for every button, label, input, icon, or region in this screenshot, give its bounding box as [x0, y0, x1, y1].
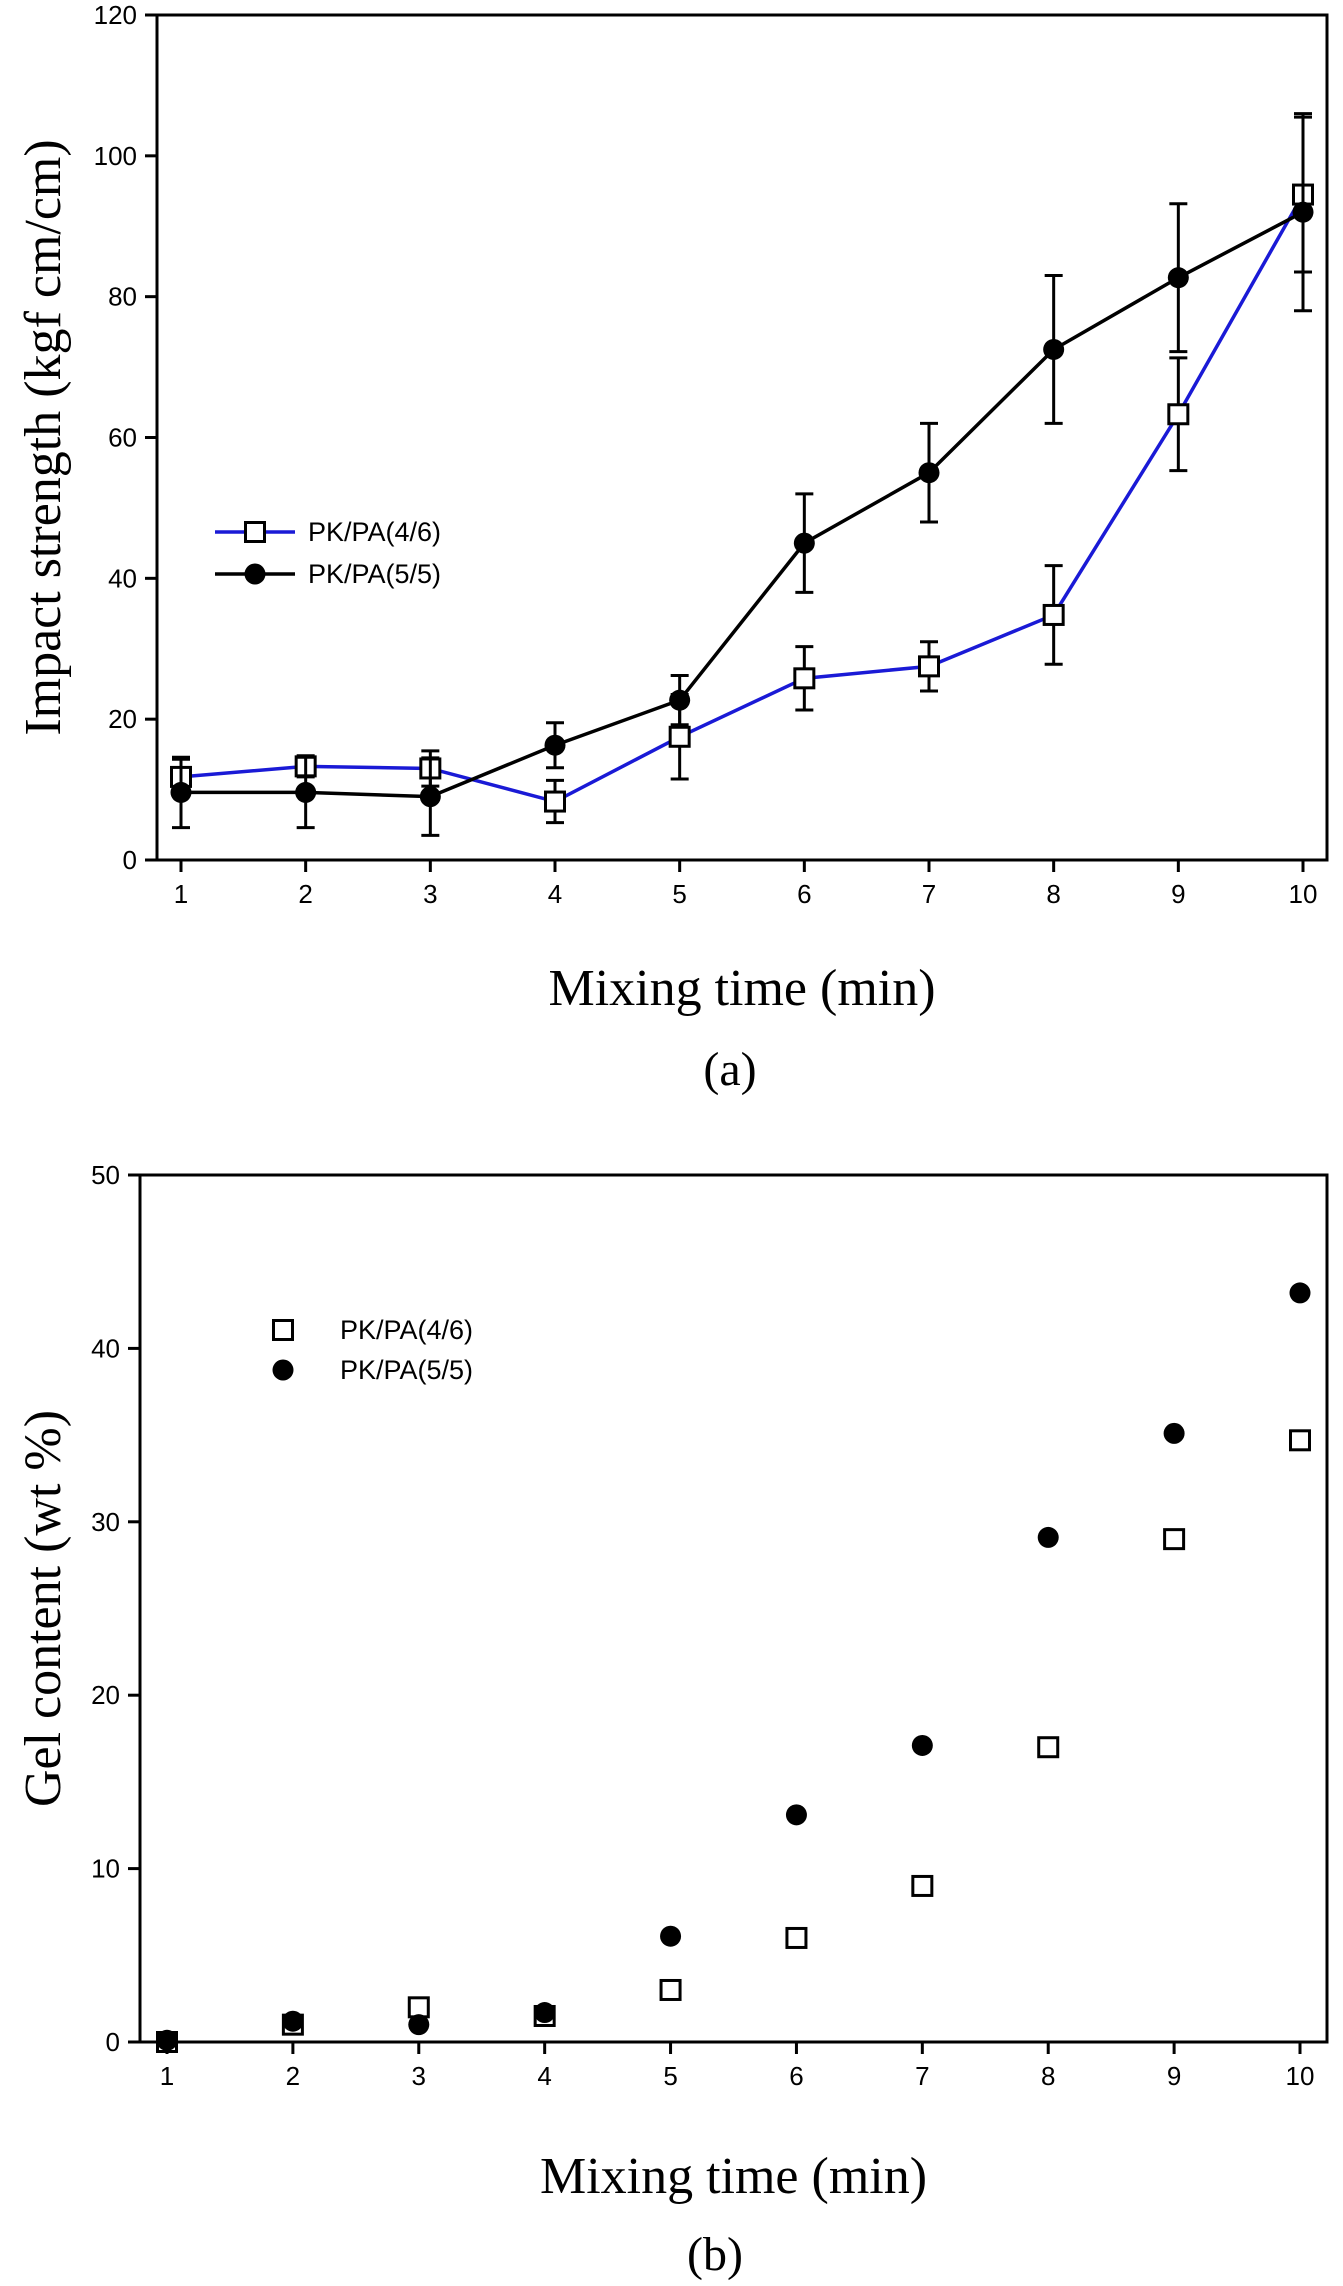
- x-tick-label: 6: [797, 879, 811, 909]
- y-tick-label: 10: [91, 1854, 120, 1884]
- x-tick-label: 4: [548, 879, 562, 909]
- x-tick-label: 1: [174, 879, 188, 909]
- legend: PK/PA(4/6) PK/PA(5/5): [272, 1315, 473, 1385]
- data-point: [918, 462, 940, 484]
- data-point: [1167, 267, 1189, 289]
- legend-marker: [272, 1359, 294, 1381]
- data-point: [1289, 1282, 1311, 1304]
- legend-label: PK/PA(4/6): [340, 1315, 473, 1345]
- x-tick-label: 5: [672, 879, 686, 909]
- data-point: [793, 532, 815, 554]
- data-point: [1289, 1429, 1311, 1452]
- data-point: [1037, 1736, 1060, 1759]
- data-point: [419, 786, 441, 808]
- data-point: [1037, 1526, 1059, 1548]
- y-tick-label: 50: [91, 1160, 120, 1190]
- series-1: [156, 1429, 1311, 2053]
- data-point: [660, 1925, 682, 1947]
- data-point: [1043, 338, 1065, 360]
- legend-label: PK/PA(5/5): [340, 1355, 473, 1385]
- x-tick-label: 2: [286, 2061, 300, 2091]
- data-point: [785, 1804, 807, 1826]
- data-point: [785, 1926, 808, 1949]
- data-point: [295, 781, 317, 803]
- chart-impact-strength: 0 20 40 60 80 100 120 1 2 3 4 5 6 7 8 9 10 Mixing time (m…: [15, 0, 1329, 1096]
- y-tick-label: 40: [91, 1333, 120, 1363]
- y-tick-label: 20: [108, 704, 137, 734]
- series-line: [180, 193, 1305, 804]
- y-tick-label: 100: [94, 141, 137, 171]
- y-tick-label: 40: [108, 563, 137, 593]
- data-point: [668, 725, 691, 748]
- x-tick-label: 4: [537, 2061, 551, 2091]
- panel-label: (b): [687, 2228, 743, 2281]
- x-tick-label: 7: [922, 879, 936, 909]
- chart-gel-content: 0 10 20 30 40 50 1 2 3 4 5 6 7 8 9 10 Mixing time (min) G…: [15, 1160, 1329, 2281]
- x-tick-label: 9: [1171, 879, 1185, 909]
- legend: PK/PA(4/6) PK/PA(5/5): [215, 517, 441, 589]
- x-tick-label: 1: [160, 2061, 174, 2091]
- x-tick-label: 10: [1289, 879, 1318, 909]
- series-1: [170, 115, 1314, 825]
- x-tick-label: 9: [1167, 2061, 1181, 2091]
- data-point: [408, 2014, 430, 2036]
- data-point: [282, 2010, 304, 2032]
- x-tick-label: 8: [1041, 2061, 1055, 2091]
- legend-label: PK/PA(5/5): [308, 559, 441, 589]
- data-point: [156, 2029, 178, 2051]
- data-point: [911, 1734, 933, 1756]
- x-tick-label: 6: [789, 2061, 803, 2091]
- plot-frame: [155, 13, 1329, 862]
- x-tick-label: 3: [423, 879, 437, 909]
- y-tick-label: 30: [91, 1507, 120, 1537]
- data-point: [1163, 1528, 1186, 1551]
- x-tick-label: 2: [298, 879, 312, 909]
- data-point: [918, 655, 940, 678]
- y-tick-label: 60: [108, 423, 137, 453]
- data-point: [1042, 603, 1065, 626]
- data-point: [534, 2002, 556, 2024]
- x-tick-label: 5: [663, 2061, 677, 2091]
- data-point: [669, 689, 691, 711]
- y-axis-title: Gel content (wt %): [15, 1410, 72, 1807]
- data-point: [544, 790, 566, 813]
- x-tick-label: 3: [412, 2061, 426, 2091]
- x-tick-label: 10: [1286, 2061, 1315, 2091]
- x-axis-title: Mixing time (min): [548, 960, 935, 1017]
- y-tick-label: 20: [91, 1680, 120, 1710]
- data-point: [793, 667, 816, 690]
- series-2: [156, 1282, 1311, 2051]
- legend-marker: [272, 1319, 294, 1341]
- x-tick-label: 7: [915, 2061, 929, 2091]
- y-tick-label: 0: [123, 845, 137, 875]
- series-2: [170, 112, 1314, 837]
- data-point: [544, 734, 566, 756]
- series-line: [181, 210, 1304, 799]
- data-point: [407, 1996, 430, 2019]
- panel-label: (a): [703, 1043, 756, 1096]
- data-point: [911, 1874, 934, 1897]
- plot-frame: [138, 1173, 1329, 2044]
- y-tick-label: 120: [94, 0, 137, 30]
- data-point: [659, 1978, 682, 2001]
- data-point: [170, 781, 192, 803]
- legend-label: PK/PA(4/6): [308, 517, 441, 547]
- legend-marker: [244, 563, 266, 585]
- data-point: [1163, 1422, 1185, 1444]
- y-axis-title: Impact strength (kgf cm/cm): [15, 139, 72, 735]
- y-tick-label: 80: [108, 282, 137, 312]
- x-axis-title: Mixing time (min): [540, 2148, 927, 2205]
- data-point: [1167, 403, 1190, 426]
- legend-marker: [244, 521, 266, 543]
- x-tick-label: 8: [1046, 879, 1060, 909]
- data-point: [1292, 201, 1314, 223]
- y-tick-label: 0: [106, 2027, 120, 2057]
